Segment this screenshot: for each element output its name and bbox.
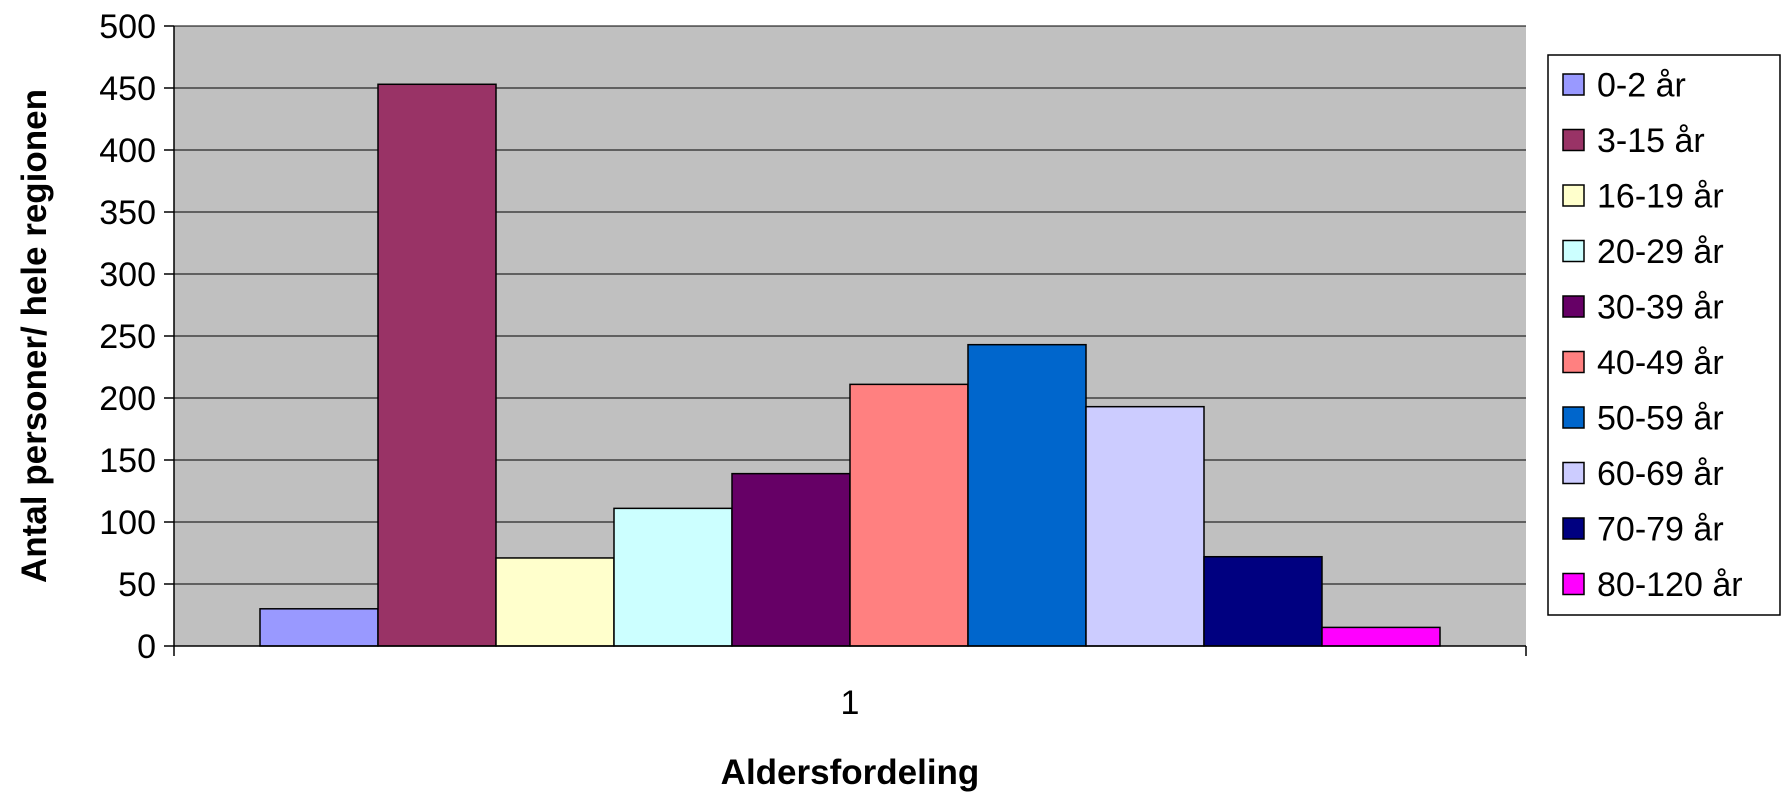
- legend-label: 70-79 år: [1597, 511, 1724, 549]
- legend-swatch: [1562, 406, 1585, 429]
- y-tick-label: 300: [99, 256, 156, 294]
- x-axis-title: Aldersfordeling: [721, 753, 980, 792]
- bar-60-69-r: [1085, 405, 1205, 647]
- legend-label: 3-15 år: [1597, 122, 1705, 160]
- legend-label: 60-69 år: [1597, 455, 1724, 493]
- legend-swatch: [1562, 73, 1585, 96]
- legend-label: 0-2 år: [1597, 67, 1686, 105]
- legend-label: 20-29 år: [1597, 233, 1724, 271]
- legend-swatch: [1562, 350, 1585, 374]
- legend-swatch: [1562, 239, 1585, 263]
- bar-40-49-r: [849, 383, 969, 647]
- bar-30-39-r: [731, 472, 851, 647]
- legend-swatch: [1562, 461, 1585, 485]
- legend-swatch: [1562, 184, 1585, 207]
- bar-70-79-r: [1203, 555, 1323, 647]
- y-ticks: 0 50 100 150 200 250 300 350 400 450 500: [99, 8, 174, 666]
- legend-label: 40-49 år: [1597, 344, 1724, 382]
- y-tick-label: 250: [99, 318, 156, 356]
- legend-label: 16-19 år: [1597, 178, 1724, 216]
- bar-50-59-r: [967, 343, 1087, 647]
- y-tick-label: 200: [99, 380, 156, 418]
- bar-20-29-r: [613, 507, 733, 647]
- y-tick-label: 400: [99, 132, 156, 170]
- legend-swatch: [1562, 517, 1585, 540]
- bar-3-15-r: [377, 83, 497, 647]
- legend-swatch: [1562, 572, 1585, 596]
- legend-label: 50-59 år: [1597, 400, 1724, 438]
- legend-label: 30-39 år: [1597, 289, 1724, 327]
- bars: [259, 83, 1441, 647]
- y-axis-title: Antal personer/ hele regionen: [15, 89, 54, 583]
- bar-16-19-r: [495, 557, 615, 647]
- bar-0-2-r: [259, 608, 379, 647]
- legend-swatch: [1562, 128, 1585, 152]
- bar-80-120-r: [1321, 626, 1441, 647]
- legend-label: 80-120 år: [1597, 566, 1743, 604]
- y-tick-label: 50: [118, 566, 156, 604]
- legend: 0-2 år 3-15 år 16-19 år 20-29 år 30-39 år 40-…: [1547, 54, 1781, 616]
- legend-box: [1547, 54, 1781, 616]
- y-tick-label: 150: [99, 442, 156, 480]
- y-tick-label: 0: [137, 628, 156, 666]
- y-tick-label: 450: [99, 70, 156, 108]
- x-category-label: 1: [841, 684, 860, 722]
- y-tick-label: 350: [99, 194, 156, 232]
- legend-swatch: [1562, 295, 1585, 318]
- y-tick-label: 500: [99, 8, 156, 46]
- y-tick-label: 100: [99, 504, 156, 542]
